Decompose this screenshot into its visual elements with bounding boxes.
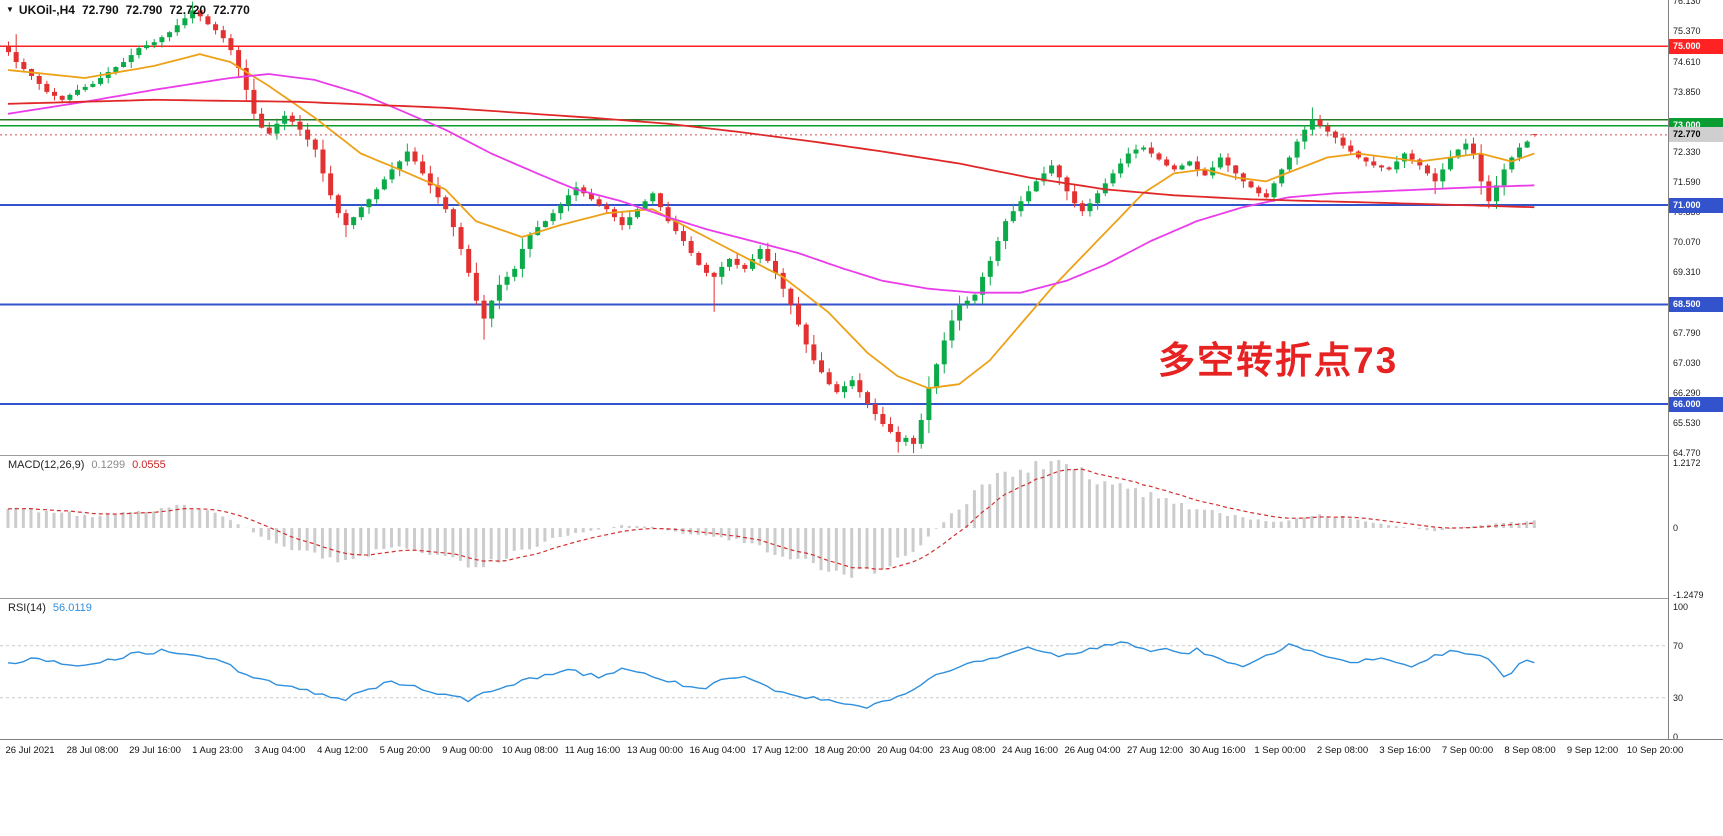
rsi-axis-label: 70 [1673,640,1684,651]
price-tick-label: 76.130 [1673,0,1701,7]
rsi-axis-label: 0 [1673,731,1679,739]
time-label: 26 Aug 04:00 [1064,745,1121,756]
price-tick-label: 67.790 [1673,327,1701,338]
candles-layer [6,1,1538,454]
current-price-badge: 72.770 [1669,127,1723,143]
rsi-axis-label: 30 [1673,692,1684,703]
annotation-text: 多空转折点73 [1158,340,1399,381]
rsi-value: 56.0119 [52,602,92,614]
price-axis[interactable]: 76.13075.37074.61073.85072.33071.59070.8… [1668,0,1723,739]
levels-layer [0,45,1668,406]
price-tick-label: 66.290 [1673,387,1701,398]
symbol-dropdown-icon[interactable]: ▼ [6,5,14,14]
time-label: 1 Sep 00:00 [1254,745,1306,756]
rsi-line [7,641,1535,709]
ma-mid-line [7,73,1535,294]
price-tick-label: 73.850 [1673,86,1701,97]
time-label: 30 Aug 16:00 [1189,745,1246,756]
time-axis[interactable]: 26 Jul 2021 28 Jul 08:00 29 Jul 16:00 1 Aug… [0,739,1723,765]
macd-histogram [6,459,1536,578]
time-label: 29 Jul 16:00 [129,745,181,756]
time-label: 18 Aug 20:00 [814,745,871,756]
quote-close: 72.770 [213,3,250,17]
symbol-label: UKOil-,H4 [18,3,75,17]
time-label: 3 Aug 04:00 [254,745,306,756]
ma-fast-line [7,53,1535,390]
macd-signal-line [7,468,1535,570]
price-tick-label: 72.330 [1673,147,1701,158]
time-label: 9 Aug 00:00 [442,745,493,756]
price-level-badge: 68.500 [1669,297,1723,313]
macd-axis-label: 0 [1673,523,1679,534]
time-label: 5 Aug 20:00 [379,745,431,756]
macd-axis-label: -1.2479 [1673,589,1704,600]
main-chart-plot[interactable] [0,0,1668,455]
price-tick-label: 70.070 [1673,237,1701,248]
macd-indicator-label: MACD(12,26,9) 0.1299 0.0555 [8,459,166,471]
time-label: 2 Sep 08:00 [1316,745,1369,756]
macd-axis-label: 1.2172 [1673,458,1701,469]
rsi-indicator-label: RSI(14) 56.0119 [8,602,92,614]
price-level-badge: 71.000 [1669,197,1723,213]
time-label: 9 Sep 12:00 [1566,745,1619,756]
price-tick-label: 71.590 [1673,176,1701,187]
price-level-badge: 66.000 [1669,396,1723,412]
quote-open: 72.790 [81,3,119,17]
time-label: 4 Aug 12:00 [317,745,368,756]
time-label: 1 Aug 23:00 [192,745,243,756]
price-tick-label: 64.770 [1673,448,1701,458]
price-tick-label: 65.530 [1673,417,1701,428]
panel-resize-handle[interactable] [0,598,1723,599]
quote-low: 72.720 [169,3,207,17]
time-label: 26 Jul 2021 [5,745,55,756]
time-label: 17 Aug 12:00 [752,745,808,756]
time-label: 7 Sep 00:00 [1441,745,1494,756]
macd-name: MACD(12,26,9) [8,459,85,471]
macd-main-value: 0.1299 [91,459,126,471]
macd-plot[interactable] [0,456,1668,598]
time-label: 27 Aug 12:00 [1127,745,1183,756]
time-label: 10 Sep 20:00 [1626,745,1684,756]
time-label: 10 Aug 08:00 [502,745,558,756]
price-tick-label: 75.370 [1673,26,1701,37]
time-label: 8 Sep 08:00 [1504,745,1556,756]
quote-high: 72.790 [125,3,163,17]
macd-signal-value: 0.0555 [132,459,166,471]
ma-slow-line [7,98,1535,209]
time-label: 11 Aug 16:00 [564,745,621,756]
time-label: 23 Aug 08:00 [939,745,996,756]
panel-resize-handle[interactable] [0,455,1723,456]
rsi-axis-label: 100 [1673,601,1689,612]
price-tick-label: 67.030 [1673,358,1701,369]
price-tick-label: 69.310 [1673,267,1701,278]
time-label: 13 Aug 00:00 [627,745,683,756]
time-label: 3 Sep 16:00 [1379,745,1431,756]
price-tick-label: 74.610 [1673,56,1701,67]
chart-title-bar: ▼ UKOil-,H4 72.790 72.790 72.720 72.770 [6,3,250,17]
time-label: 24 Aug 16:00 [1002,745,1058,756]
rsi-name: RSI(14) [8,602,46,614]
price-level-badge: 75.000 [1669,38,1723,54]
time-label: 16 Aug 04:00 [689,745,746,756]
time-label: 28 Jul 08:00 [66,745,119,756]
rsi-plot[interactable] [0,599,1668,738]
time-label: 20 Aug 04:00 [877,745,933,756]
